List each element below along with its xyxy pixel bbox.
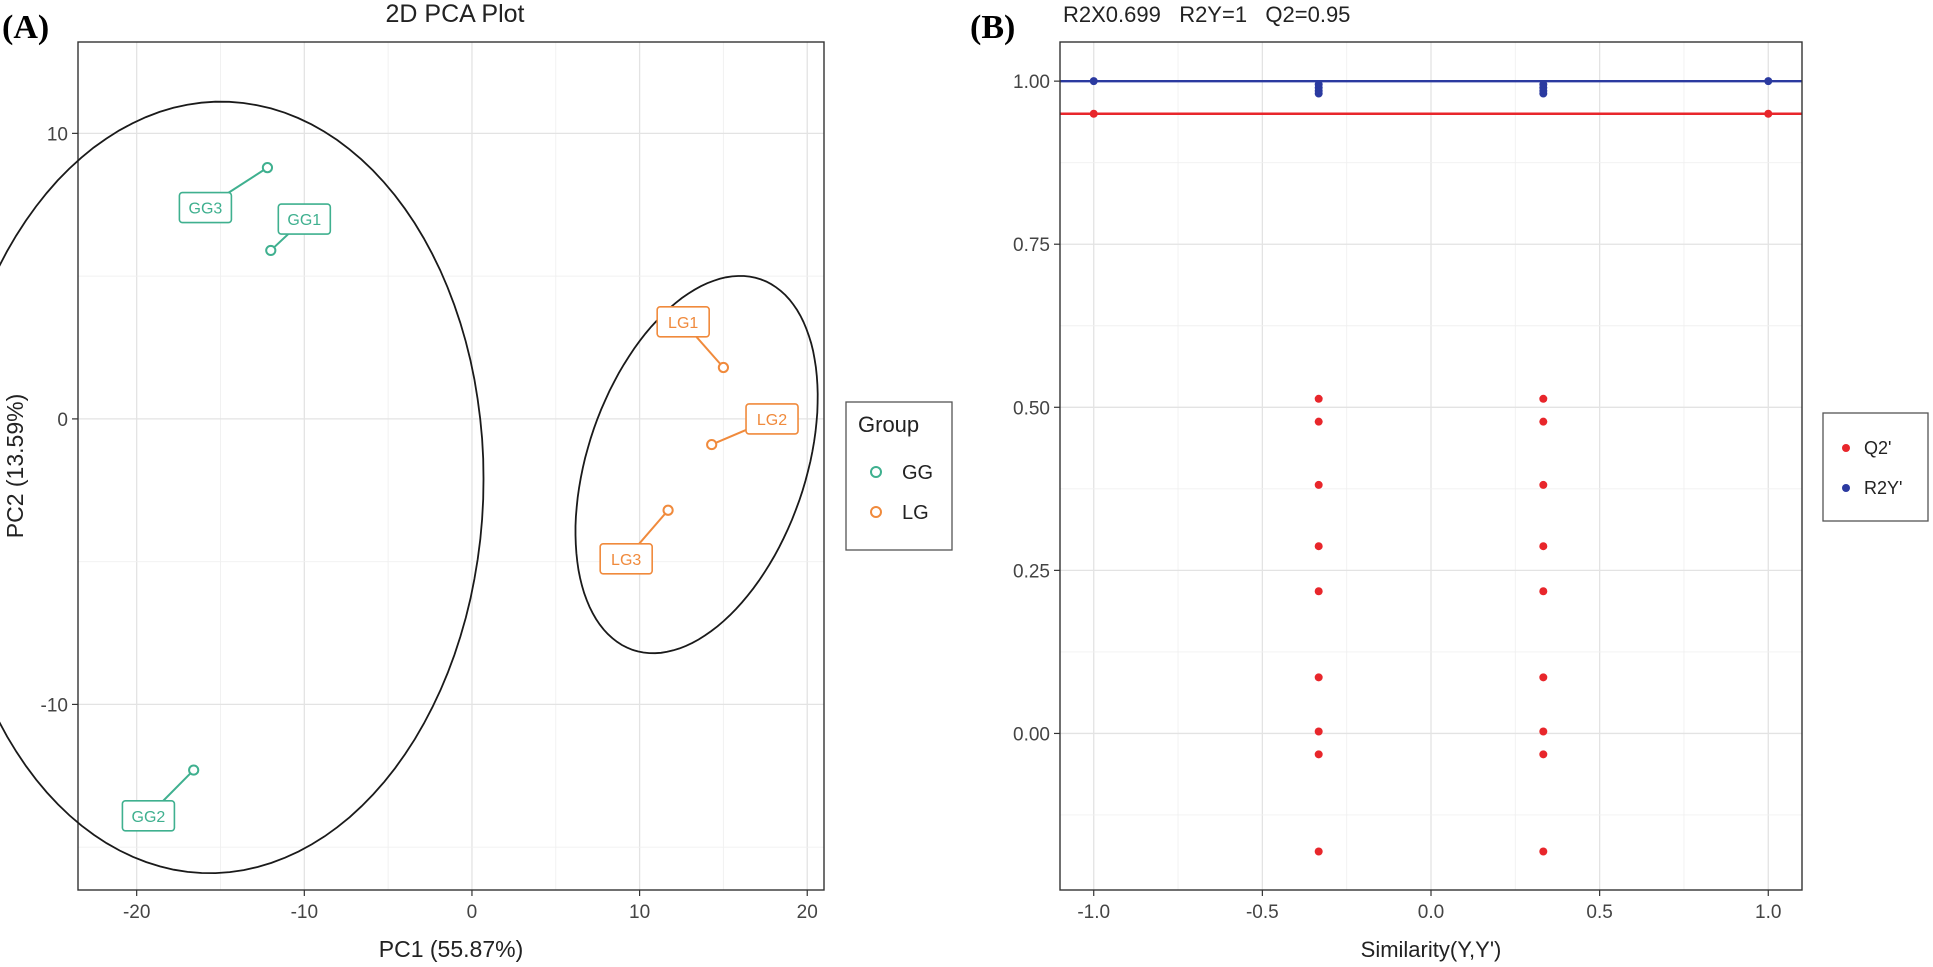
- a-x-tick-label--10: -10: [291, 902, 318, 923]
- point-q2-14: [1539, 542, 1548, 551]
- b-x-tick-label--0_5: -0.5: [1246, 902, 1279, 923]
- panel-a-title: 2D PCA Plot: [386, 0, 525, 28]
- point-q2-17: [1539, 727, 1548, 736]
- a-x-tick-label-10: 10: [629, 902, 650, 923]
- ellipse-gg: [0, 100, 485, 875]
- b-x-tick-label-1: 1.0: [1755, 902, 1781, 923]
- legend-label-q2: Q2': [1864, 438, 1891, 458]
- label-box-lg3: [599, 542, 653, 575]
- panel-a-y-axis-label: PC2 (13.59%): [2, 394, 28, 538]
- ellipse-lg: [574, 275, 819, 655]
- point-gg2: [188, 764, 200, 776]
- b-x-tick-label-0: 0.0: [1418, 902, 1444, 923]
- label-box-gg1: [277, 203, 332, 235]
- label-box-lg1: [656, 306, 710, 338]
- point-q2-8: [1314, 727, 1323, 736]
- point-r2y-1: [1764, 77, 1773, 86]
- point-gg3: [261, 162, 274, 174]
- panel-a-legend-box: [845, 401, 953, 551]
- legend-marker-q2: [1842, 444, 1850, 452]
- a-x-tick-label-0: 0: [467, 902, 478, 923]
- point-q2-7: [1314, 673, 1323, 682]
- point-q2-6: [1314, 587, 1323, 596]
- a-y-tick-label-10: 10: [47, 124, 68, 145]
- label-lg1: LG1: [668, 315, 698, 332]
- a-y-tick-label-0: 0: [57, 410, 68, 431]
- point-q2-18: [1539, 750, 1548, 759]
- legend-label-r2y: R2Y': [1864, 478, 1902, 498]
- label-gg2: GG2: [132, 809, 166, 826]
- point-q2-16: [1539, 673, 1548, 682]
- panel-b-legend-box: [1822, 412, 1929, 522]
- panel-a: (A) 2D PCA Plot GG1 GG2 GG3 LG1 LG2 LG3 -20 -1…: [0, 0, 953, 962]
- panel-a-axis-ticks: -20 -10 0 10 20 -10 0 10: [41, 124, 818, 923]
- label-box-gg2: [121, 799, 176, 832]
- panel-b-gridlines: [1060, 42, 1802, 890]
- point-q2-5: [1314, 542, 1323, 551]
- panel-a-gridlines: [78, 42, 824, 890]
- panel-a-leader-lines: [147, 166, 773, 817]
- a-x-tick-label-20: 20: [797, 902, 818, 923]
- b-y-tick-label-0: 0.00: [1013, 724, 1050, 745]
- point-q2-12: [1539, 417, 1548, 426]
- legend-marker-lg: [870, 506, 882, 518]
- panel-b-axis-ticks: -1.0 -0.5 0.0 0.5 1.0 0.00 0.25 0.50 0.75 1.00: [1013, 72, 1781, 923]
- point-r2y-0: [1089, 77, 1098, 86]
- label-gg3: GG3: [189, 201, 223, 218]
- point-q2-10: [1314, 847, 1323, 856]
- panel-b-label: (B): [970, 9, 1015, 46]
- panel-a-x-axis-label: PC1 (55.87%): [379, 936, 523, 962]
- panel-a-points: [188, 162, 730, 776]
- label-gg1: GG1: [287, 212, 321, 229]
- panel-b-points: [1089, 77, 1773, 856]
- point-q2-2: [1314, 394, 1323, 403]
- panel-b-legend: Q2' R2Y': [1822, 412, 1929, 522]
- point-q2-9: [1314, 750, 1323, 759]
- panel-b-reference-lines: [1060, 79, 1802, 115]
- point-q2-4: [1314, 480, 1323, 489]
- point-gg1: [265, 244, 277, 257]
- point-q2-0: [1089, 109, 1098, 118]
- panel-a-ellipses: [0, 100, 819, 875]
- a-y-tick-label--10: -10: [41, 695, 68, 716]
- panel-b-title: R2X0.699 R2Y=1 Q2=0.95: [1063, 2, 1350, 27]
- b-x-tick-label-0_5: 0.5: [1586, 902, 1612, 923]
- point-lg1: [717, 361, 730, 374]
- panel-a-label: (A): [2, 9, 49, 46]
- label-lg3: LG3: [611, 552, 641, 569]
- legend-marker-r2y: [1842, 484, 1850, 492]
- label-box-lg2: [745, 403, 799, 435]
- b-y-tick-label-0_25: 0.25: [1013, 561, 1050, 582]
- point-q2-19: [1539, 847, 1548, 856]
- panel-a-point-labels: GG1 GG2 GG3 LG1 LG2 LG3: [121, 191, 799, 832]
- legend-label-gg: GG: [902, 462, 933, 484]
- label-lg2: LG2: [757, 412, 787, 429]
- b-y-tick-label-1: 1.00: [1013, 72, 1050, 93]
- point-q2-13: [1539, 480, 1548, 489]
- point-r2y-9: [1539, 89, 1548, 98]
- label-box-gg3: [178, 191, 233, 224]
- legend-label-lg: LG: [902, 502, 929, 524]
- a-x-tick-label--20: -20: [123, 902, 150, 923]
- point-lg2: [706, 438, 718, 451]
- panel-a-plot-border: [77, 41, 825, 891]
- b-x-tick-label--1: -1.0: [1077, 902, 1110, 923]
- panel-b: (B) R2X0.699 R2Y=1 Q2=0.95 -1.0 -0.5 0.0 0.…: [970, 2, 1929, 962]
- point-q2-3: [1314, 417, 1323, 426]
- point-lg3: [662, 504, 674, 516]
- panel-a-legend: Group GG LG: [845, 401, 953, 551]
- legend-title: Group: [858, 412, 919, 437]
- legend-marker-gg: [870, 466, 882, 478]
- b-y-tick-label-0_75: 0.75: [1013, 235, 1050, 256]
- point-q2-1: [1764, 109, 1773, 118]
- point-q2-15: [1539, 587, 1548, 596]
- panel-b-x-axis-label: Similarity(Y,Y'): [1361, 937, 1502, 962]
- b-y-tick-label-0_5: 0.50: [1013, 398, 1050, 419]
- point-r2y-5: [1314, 89, 1323, 98]
- point-q2-11: [1539, 394, 1548, 403]
